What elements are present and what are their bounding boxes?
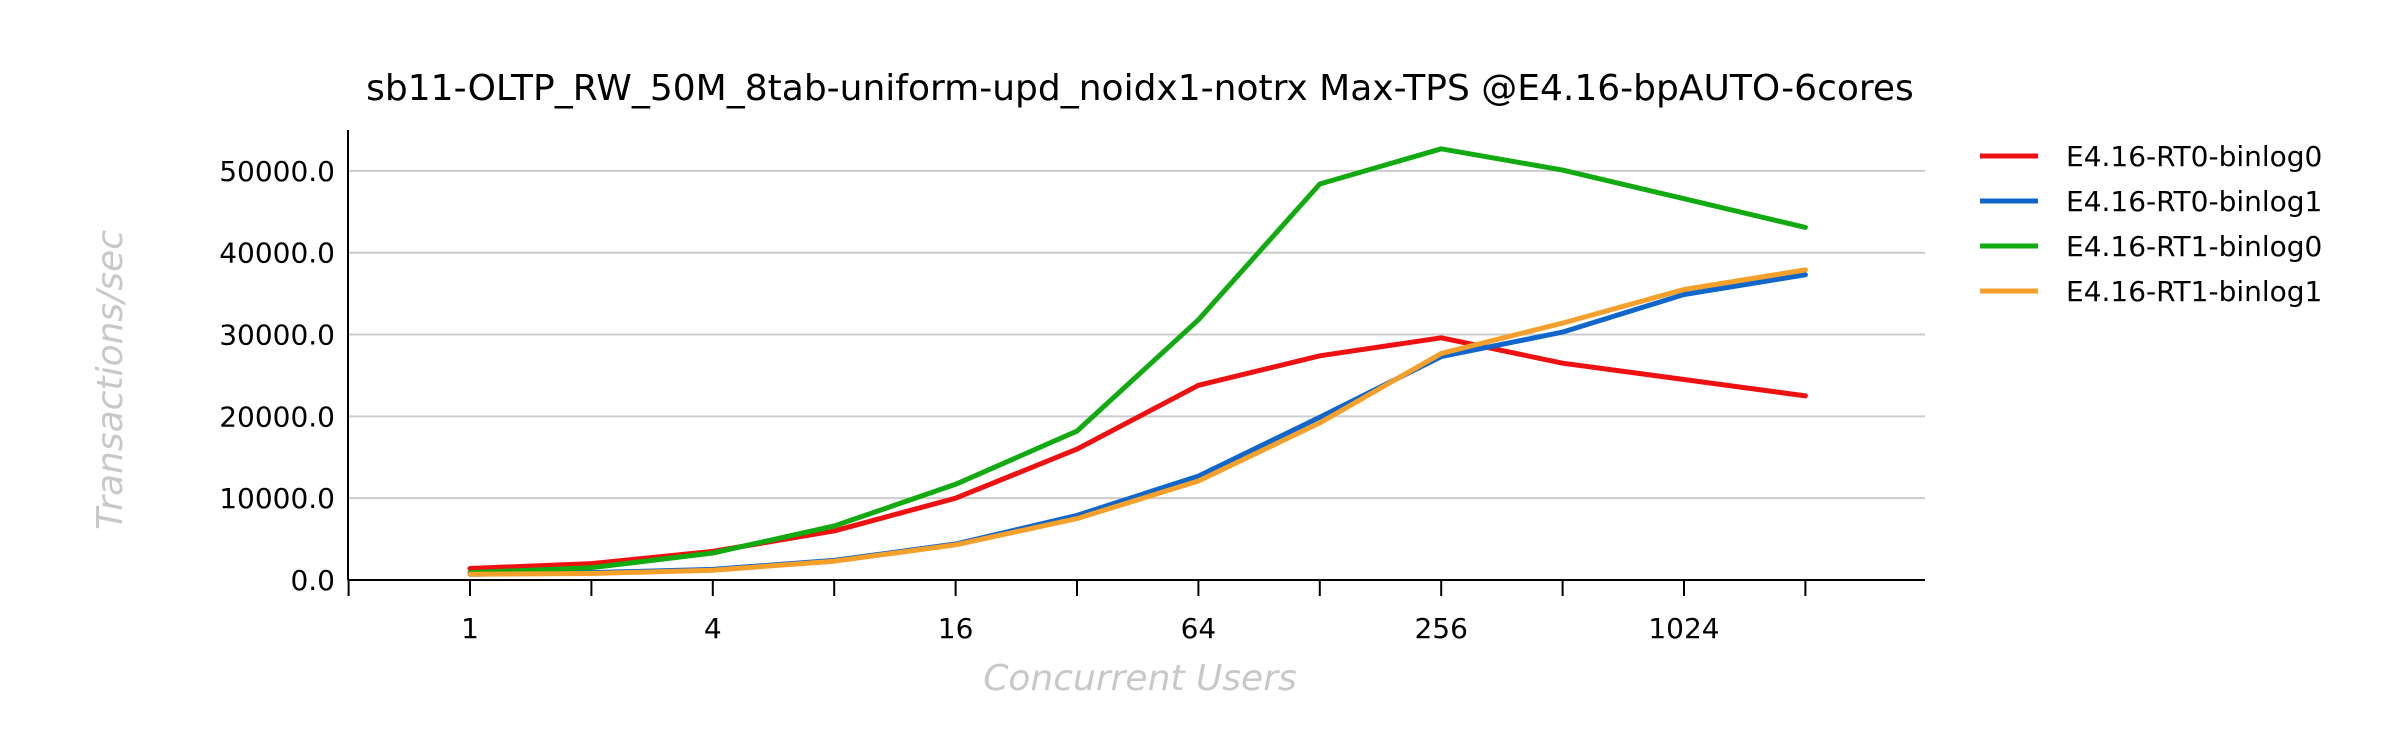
y-axis: 0.0 10000.0 20000.0 30000.0 40000.0 50000.0	[219, 155, 335, 597]
x-tick-label: 256	[1414, 612, 1467, 645]
x-axis-label: Concurrent Users	[983, 658, 1297, 699]
legend-label: E4.16-RT0-binlog1	[2066, 185, 2322, 218]
y-tick-label: 0.0	[290, 564, 335, 597]
series-lines	[467, 146, 1808, 577]
x-tick-label: 1	[461, 612, 479, 645]
y-tick-label: 20000.0	[219, 400, 335, 433]
x-axis: 1 4 16 64 256 1024	[347, 580, 1807, 645]
legend-label: E4.16-RT1-binlog1	[2066, 275, 2322, 308]
y-tick-label: 40000.0	[219, 237, 335, 270]
x-tick-label: 1024	[1648, 612, 1719, 645]
y-tick-label: 50000.0	[219, 155, 335, 188]
grid-lines	[348, 169, 1925, 500]
series-line	[467, 272, 1808, 577]
y-tick-label: 30000.0	[219, 319, 335, 352]
y-axis-label: Transactions/sec	[90, 230, 131, 530]
chart-title: sb11-OLTP_RW_50M_8tab-uniform-upd_noidx1…	[366, 68, 1914, 109]
legend-label: E4.16-RT0-binlog0	[2066, 140, 2322, 173]
x-tick-label: 64	[1181, 612, 1217, 645]
series-line	[467, 146, 1808, 576]
y-tick-label: 10000.0	[219, 482, 335, 515]
series-line	[467, 267, 1808, 577]
x-tick-label: 4	[704, 612, 722, 645]
legend-label: E4.16-RT1-binlog0	[2066, 230, 2322, 263]
x-tick-label: 16	[938, 612, 974, 645]
legend: E4.16-RT0-binlog0 E4.16-RT0-binlog1 E4.16-…	[1980, 140, 2322, 308]
